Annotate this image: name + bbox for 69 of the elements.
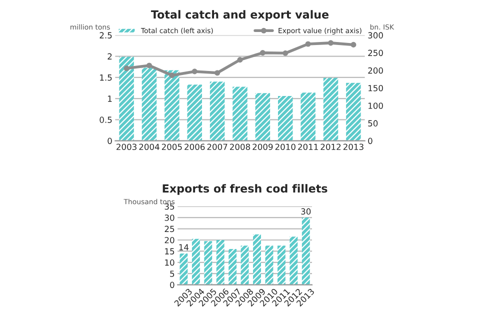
bar xyxy=(164,70,180,141)
y-tick-label: 25 xyxy=(164,226,174,232)
chart-title: Total catch and export value xyxy=(150,10,329,21)
bar xyxy=(278,96,293,141)
bar xyxy=(302,218,310,285)
bar xyxy=(290,236,298,285)
bar xyxy=(323,78,338,141)
y2-tick-label: 250 xyxy=(368,50,383,56)
x-tick-label: 2005 xyxy=(162,144,182,150)
y2-tick-label: 150 xyxy=(368,84,383,92)
point xyxy=(350,42,356,48)
x-tick-label: 2009 xyxy=(252,144,273,150)
bar xyxy=(119,56,134,141)
y-tick-label: 1.5 xyxy=(100,74,112,81)
y-tick-label: 5 xyxy=(170,270,174,277)
bar xyxy=(204,241,212,285)
point xyxy=(146,62,152,68)
point xyxy=(214,70,220,76)
y2-tick-label: 50 xyxy=(368,120,378,126)
y2-tick-label: 300 xyxy=(368,32,383,38)
y-tick-label: 10 xyxy=(165,259,174,266)
point xyxy=(237,57,243,63)
data-label: 30 xyxy=(301,208,311,215)
bar xyxy=(253,234,261,285)
bar xyxy=(240,246,249,285)
x-tick-label: 2011 xyxy=(298,144,318,150)
bar xyxy=(216,240,224,285)
point xyxy=(328,40,334,46)
x-tick-label: 2008 xyxy=(230,144,250,150)
y2-tick-label: 200 xyxy=(368,67,383,74)
x-tick-label: 2007 xyxy=(207,144,228,150)
bar xyxy=(210,82,225,141)
y-tick-label: 2.5 xyxy=(100,32,112,38)
bar xyxy=(265,246,274,285)
data-label: 14 xyxy=(179,244,189,250)
y-tick-label: 35 xyxy=(164,203,174,210)
point xyxy=(169,72,175,78)
bar xyxy=(277,246,286,285)
x-tick-label: 2004 xyxy=(139,144,160,150)
y-tick-label: 0 xyxy=(170,282,174,288)
bar xyxy=(300,92,316,141)
bar xyxy=(187,84,202,141)
y2-tick-label: 100 xyxy=(368,102,383,109)
y-tick-label: 15 xyxy=(165,248,174,254)
point xyxy=(124,66,130,72)
y-tick-label: 0.5 xyxy=(100,116,112,123)
bar xyxy=(228,248,237,285)
chart-title: Exports of fresh cod fillets xyxy=(162,184,328,195)
bar xyxy=(346,82,361,141)
x-tick-label: 2012 xyxy=(320,144,341,150)
x-tick-label: 2003 xyxy=(116,144,136,150)
x-tick-label: 2006 xyxy=(184,144,205,150)
y-tick-label: 1 xyxy=(108,96,112,102)
x-tick-label: 2010 xyxy=(275,144,296,150)
y2-tick-label: 0 xyxy=(368,138,372,144)
bar xyxy=(232,86,248,141)
point xyxy=(260,50,266,56)
bar xyxy=(180,253,188,285)
y-tick-label: 2 xyxy=(108,53,112,60)
y-tick-label: 30 xyxy=(164,214,174,221)
bar xyxy=(192,238,200,285)
point xyxy=(305,41,311,47)
bar xyxy=(142,68,157,141)
y-tick-label: 0 xyxy=(108,138,112,144)
point xyxy=(282,50,288,56)
y-tick-label: 20 xyxy=(164,236,174,244)
point xyxy=(192,68,198,74)
x-tick-label: 2013 xyxy=(343,144,364,150)
bar xyxy=(255,93,270,141)
